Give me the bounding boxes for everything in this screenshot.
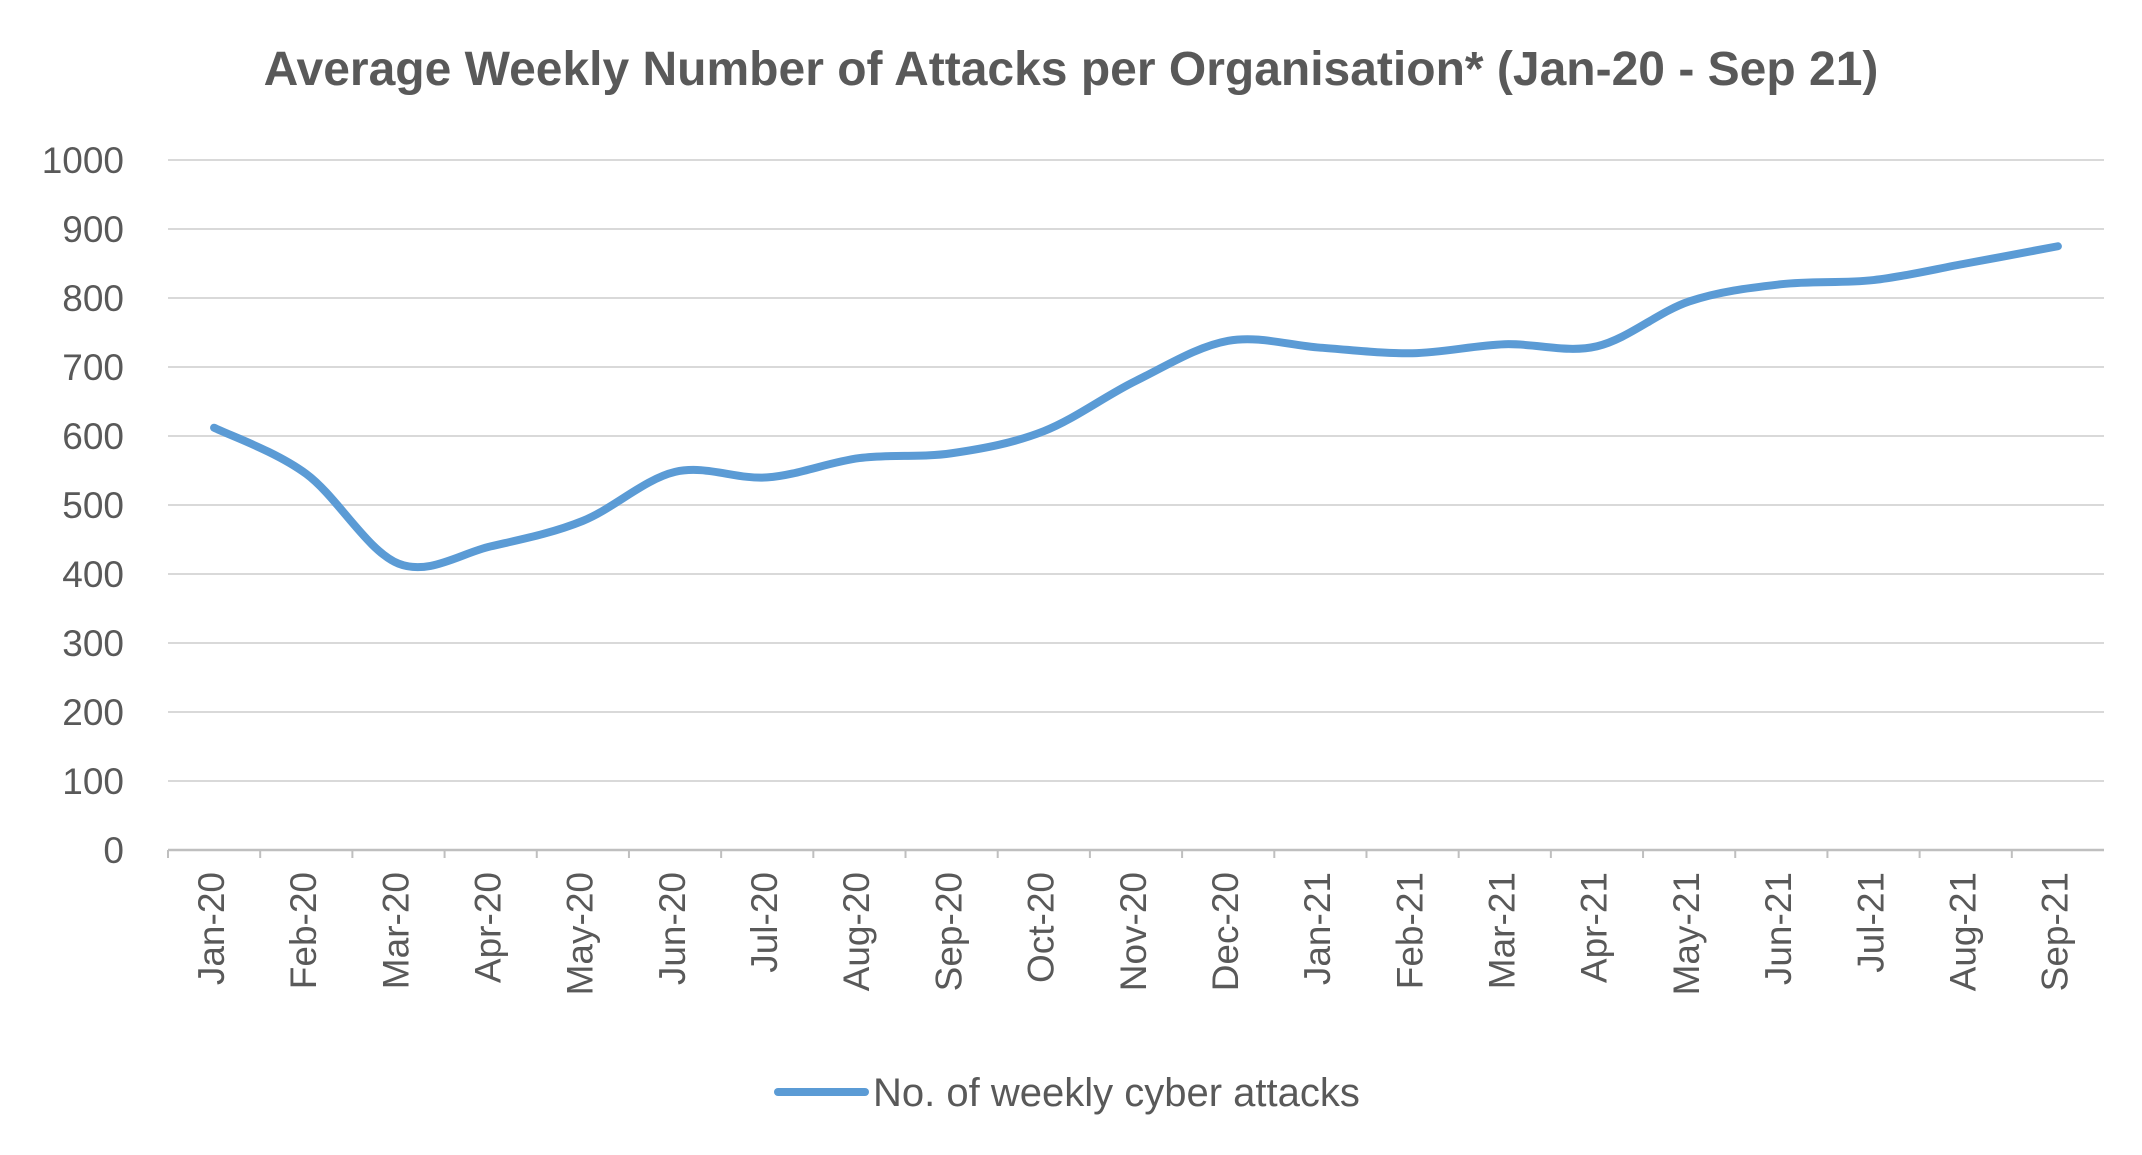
data-point [394, 560, 402, 568]
data-point [1409, 349, 1417, 357]
x-tick-label: Mar-21 [1482, 872, 1523, 989]
x-tick-label: May-20 [560, 872, 601, 995]
data-point [1040, 427, 1048, 435]
x-tick-label: Oct-20 [1021, 872, 1062, 983]
data-point [1501, 340, 1509, 348]
x-tick-label: Feb-20 [283, 872, 324, 989]
legend-label: No. of weekly cyber attacks [873, 1071, 1360, 1115]
data-point [302, 470, 310, 478]
y-tick-label: 700 [62, 347, 124, 388]
y-tick-label: 800 [62, 278, 124, 319]
data-point [487, 542, 495, 550]
data-point [948, 449, 956, 457]
series-line-0 [210, 242, 2062, 572]
y-tick-label: 0 [103, 830, 124, 871]
data-point [1593, 342, 1601, 350]
y-tick-label: 300 [62, 623, 124, 664]
data-point [1224, 337, 1232, 345]
x-tick-label: Jul-21 [1850, 872, 1891, 973]
x-tick-label: Feb-21 [1389, 872, 1430, 989]
x-tick-label: Jun-21 [1758, 872, 1799, 985]
y-tick-label: 100 [62, 761, 124, 802]
x-tick-label: Apr-20 [467, 872, 508, 983]
data-point [210, 424, 218, 432]
data-point [1777, 280, 1785, 288]
x-tick-label: May-21 [1666, 872, 1707, 995]
x-tick-label: Aug-21 [1942, 872, 1983, 991]
series-group [210, 242, 2062, 572]
y-tick-label: 400 [62, 554, 124, 595]
data-point [2054, 242, 2062, 250]
x-tick-label: Sep-21 [2035, 872, 2076, 991]
data-point [1316, 344, 1324, 352]
chart-title: Average Weekly Number of Attacks per Org… [264, 43, 1879, 96]
x-tick-label: Jun-20 [652, 872, 693, 985]
y-axis: 0 100 200 300 400 500 600 700 800 900 1000 [42, 140, 124, 871]
x-tick-label: Apr-21 [1574, 872, 1615, 983]
x-tick-label: Aug-20 [836, 872, 877, 991]
x-tick-label: Sep-20 [928, 872, 969, 991]
x-tick-label: Jan-21 [1297, 872, 1338, 985]
data-point [763, 473, 771, 481]
x-axis: Jan-20 Feb-20 Mar-20 Apr-20 May-20 Jun-20 Jul-… [167, 850, 2076, 995]
gridlines [168, 159, 2104, 852]
y-tick-label: 600 [62, 416, 124, 457]
x-tick-label: Jul-20 [744, 872, 785, 973]
y-tick-label: 500 [62, 485, 124, 526]
data-point [1685, 297, 1693, 305]
x-tick-label: Dec-20 [1205, 872, 1246, 991]
y-tick-label: 1000 [42, 140, 124, 181]
y-tick-label: 900 [62, 209, 124, 250]
data-point [855, 454, 863, 462]
data-point [1132, 377, 1140, 385]
legend: No. of weekly cyber attacks [774, 1071, 1360, 1115]
data-point [1870, 276, 1878, 284]
data-point [579, 517, 587, 525]
x-tick-label: Mar-20 [375, 872, 416, 989]
x-tick-label: Nov-20 [1113, 872, 1154, 991]
data-point [1962, 260, 1970, 268]
y-tick-label: 200 [62, 692, 124, 733]
x-tick-label: Jan-20 [191, 872, 232, 985]
data-point [671, 468, 679, 476]
